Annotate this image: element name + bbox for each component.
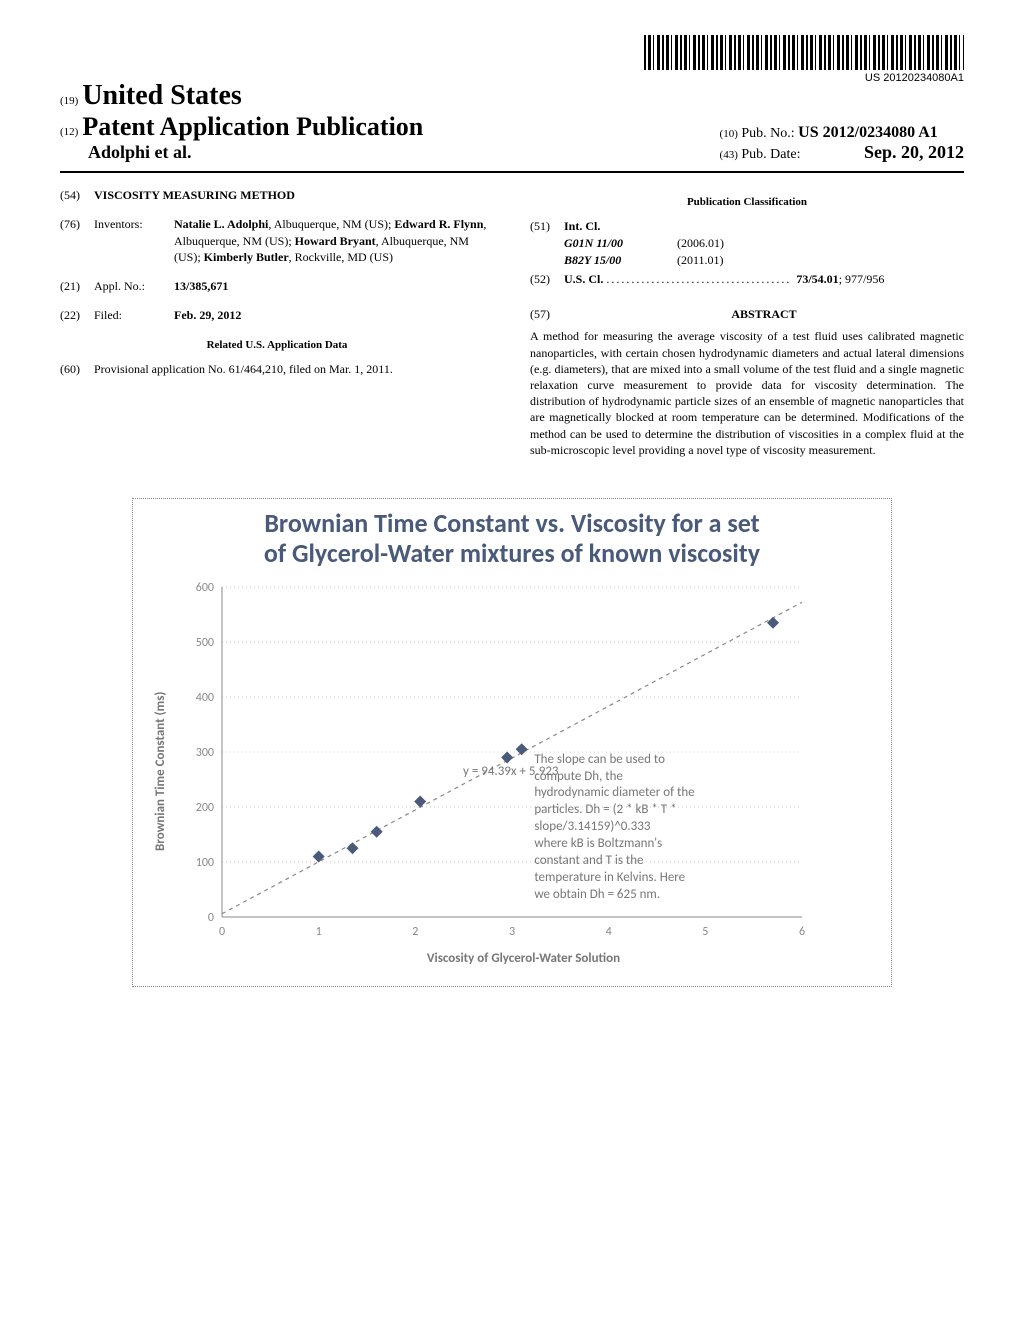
inventor-name: Edward R. Flynn <box>394 217 483 231</box>
abstract-heading: ABSTRACT <box>564 306 964 323</box>
invention-title: VISCOSITY MEASURING METHOD <box>94 187 295 204</box>
field-12-num: (12) <box>60 126 78 138</box>
uscl-rest: ; 977/956 <box>839 272 885 286</box>
slope-annotation: The slope can be used tocompute Dh, theh… <box>534 752 754 904</box>
intcl-code: B82Y 15/00 <box>564 252 674 269</box>
field-51-num: (51) <box>530 218 564 268</box>
chart-title-line2: of Glycerol-Water mixtures of known visc… <box>264 537 760 569</box>
abstract-text: A method for measuring the average visco… <box>530 328 964 458</box>
header-left: (12) Patent Application Publication Adol… <box>60 112 423 163</box>
field-21-label: Appl. No.: <box>94 278 174 295</box>
intcl-code: G01N 11/00 <box>564 235 674 252</box>
uscl-primary: 73/54.01 <box>796 272 838 286</box>
field-21-num: (21) <box>60 278 94 295</box>
field-76: (76) Inventors: Natalie L. Adolphi, Albu… <box>60 216 494 266</box>
field-60-num: (60) <box>60 361 94 378</box>
inventors-list: Natalie L. Adolphi, Albuquerque, NM (US)… <box>174 216 494 266</box>
pub-no-label: Pub. No.: <box>741 126 794 141</box>
field-57-header: (57) ABSTRACT <box>530 300 964 329</box>
field-22-label: Filed: <box>94 307 174 324</box>
inventor-name: Kimberly Butler <box>204 250 289 264</box>
svg-text:200: 200 <box>196 801 214 815</box>
field-51: (51) Int. Cl. G01N 11/00 (2006.01) B82Y … <box>530 218 964 268</box>
chart-title: Brownian Time Constant vs. Viscosity for… <box>149 509 875 569</box>
right-column: Publication Classification (51) Int. Cl.… <box>530 187 964 458</box>
svg-text:5: 5 <box>702 925 708 939</box>
svg-text:400: 400 <box>196 691 214 705</box>
svg-text:2: 2 <box>412 925 418 939</box>
pub-type: Patent Application Publication <box>82 112 423 141</box>
country-line: (19) United States <box>60 80 964 112</box>
intcl-block: Int. Cl. G01N 11/00 (2006.01) B82Y 15/00… <box>564 218 964 268</box>
field-21: (21) Appl. No.: 13/385,671 <box>60 278 494 295</box>
pub-no-line: (10) Pub. No.: US 2012/0234080 A1 <box>720 124 964 142</box>
field-57-num: (57) <box>530 306 564 323</box>
appl-no: 13/385,671 <box>174 278 494 295</box>
barcode-graphic <box>644 35 964 70</box>
svg-text:300: 300 <box>196 746 214 760</box>
field-52: (52) U.S. Cl. ..........................… <box>530 271 964 288</box>
svg-text:3: 3 <box>509 925 515 939</box>
inventor-loc: , Albuquerque, NM (US); <box>268 217 394 231</box>
pub-date-line: (43) Pub. Date: Sep. 20, 2012 <box>720 142 964 163</box>
barcode-text: US 20120234080A1 <box>644 72 964 84</box>
left-column: (54) VISCOSITY MEASURING METHOD (76) Inv… <box>60 187 494 458</box>
barcode-block: US 20120234080A1 <box>644 35 964 84</box>
field-43-num: (43) <box>720 149 738 161</box>
field-22-num: (22) <box>60 307 94 324</box>
svg-text:600: 600 <box>196 581 214 595</box>
columns: (54) VISCOSITY MEASURING METHOD (76) Inv… <box>60 187 964 458</box>
header-rule <box>60 171 964 173</box>
field-22: (22) Filed: Feb. 29, 2012 <box>60 307 494 324</box>
intcl-ver: (2011.01) <box>677 253 724 267</box>
header-right: (10) Pub. No.: US 2012/0234080 A1 (43) P… <box>720 124 964 163</box>
field-76-label: Inventors: <box>94 216 174 266</box>
svg-text:500: 500 <box>196 636 214 650</box>
field-54: (54) VISCOSITY MEASURING METHOD <box>60 187 494 204</box>
header: (19) United States (12) Patent Applicati… <box>60 80 964 163</box>
header-row: (12) Patent Application Publication Adol… <box>60 112 964 163</box>
pub-no: US 2012/0234080 A1 <box>798 124 938 141</box>
intcl-row: G01N 11/00 (2006.01) <box>564 235 964 252</box>
inventor-name: Natalie L. Adolphi <box>174 217 268 231</box>
svg-text:1: 1 <box>316 925 322 939</box>
field-52-num: (52) <box>530 271 564 288</box>
inventor-loc: , Rockville, MD (US) <box>289 250 393 264</box>
svg-text:6: 6 <box>799 925 805 939</box>
field-52-label: U.S. Cl. <box>564 272 603 286</box>
provisional-text: Provisional application No. 61/464,210, … <box>94 361 494 378</box>
field-60: (60) Provisional application No. 61/464,… <box>60 361 494 378</box>
svg-text:4: 4 <box>606 925 612 939</box>
filed-date: Feb. 29, 2012 <box>174 307 494 324</box>
intcl-ver: (2006.01) <box>677 236 724 250</box>
pub-type-line: (12) Patent Application Publication <box>60 112 423 142</box>
dots: ..................................... <box>606 272 796 286</box>
pub-date: Sep. 20, 2012 <box>864 142 964 162</box>
field-76-num: (76) <box>60 216 94 266</box>
pub-date-label: Pub. Date: <box>741 147 800 162</box>
related-heading: Related U.S. Application Data <box>60 338 494 353</box>
x-axis-label: Viscosity of Glycerol-Water Solution <box>172 951 875 966</box>
field-19-num: (19) <box>60 95 78 107</box>
svg-text:0: 0 <box>208 911 214 925</box>
field-10-num: (10) <box>720 128 738 140</box>
country-name: United States <box>82 80 241 111</box>
field-54-num: (54) <box>60 187 94 204</box>
svg-text:100: 100 <box>196 856 214 870</box>
uscl-line: U.S. Cl. ...............................… <box>564 271 964 288</box>
page-root: US 20120234080A1 (19) United States (12)… <box>0 0 1024 1017</box>
inventor-name: Howard Bryant <box>295 234 376 248</box>
classification-heading: Publication Classification <box>530 195 964 210</box>
field-51-label: Int. Cl. <box>564 218 964 235</box>
y-axis-label: Brownian Time Constant (ms) <box>149 577 172 966</box>
chart-title-line1: Brownian Time Constant vs. Viscosity for… <box>264 507 759 539</box>
authors: Adolphi et al. <box>60 142 423 163</box>
chart-container: Brownian Time Constant vs. Viscosity for… <box>132 498 892 987</box>
svg-text:0: 0 <box>219 925 225 939</box>
intcl-row: B82Y 15/00 (2011.01) <box>564 252 964 269</box>
